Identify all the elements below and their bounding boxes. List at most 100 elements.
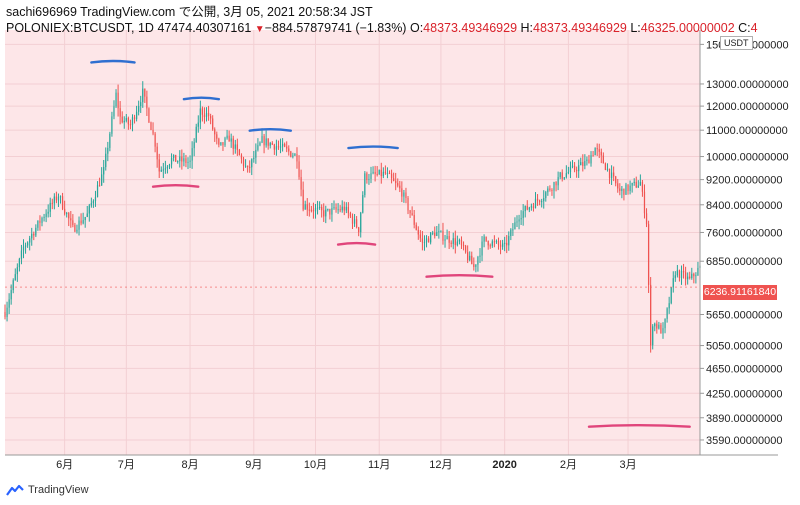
candle-body (594, 148, 596, 156)
candle-body (401, 188, 403, 197)
candle-body (224, 138, 226, 146)
candle-body (362, 194, 364, 213)
candle-body (386, 172, 389, 174)
candle-body (499, 244, 502, 247)
candle-body (397, 183, 399, 186)
candle-body (487, 240, 489, 246)
candle-body (569, 167, 572, 173)
footer[interactable]: TradingView (6, 484, 89, 496)
candle-body (536, 198, 539, 201)
candle-body (592, 155, 594, 157)
candle-body (156, 146, 158, 160)
candle-body (335, 207, 337, 210)
candle-body (510, 229, 512, 237)
candle-body (432, 232, 434, 234)
candle-body (343, 206, 345, 211)
candle-body (582, 162, 584, 166)
footer-brand: TradingView (28, 484, 89, 496)
candle-body (170, 157, 173, 165)
candle-body (312, 209, 315, 212)
candle-body (395, 180, 397, 184)
candle-body (249, 166, 251, 168)
candle-body (329, 208, 331, 215)
candle-body (318, 206, 321, 208)
x-tick-label: 2月 (560, 459, 577, 471)
candle-body (148, 108, 150, 123)
currency-badge[interactable]: USDT (720, 36, 753, 50)
candle-body (687, 276, 689, 280)
candle-body (292, 155, 294, 157)
candle-body (596, 148, 598, 150)
candle-body (84, 216, 86, 221)
candle-body (415, 224, 417, 230)
resistance-line (182, 96, 221, 101)
x-tick-label: 8月 (181, 459, 198, 471)
candle-body (493, 241, 495, 243)
candle-body (368, 178, 370, 181)
x-axis[interactable]: 6月 7月 8月 9月 10月 11月 12月 2020 2月 3月 (56, 459, 637, 471)
candle-body (483, 236, 485, 242)
candle-body (639, 182, 641, 186)
candle-body (123, 120, 125, 123)
candle-body (376, 173, 378, 175)
candle-body (277, 146, 280, 148)
candle-body (613, 172, 615, 177)
candle-body (555, 182, 557, 186)
y-tick-label: 7600.00000000 (706, 227, 782, 239)
candle-body (384, 171, 387, 174)
candle-body (625, 184, 627, 195)
candle-body (524, 205, 526, 212)
y-tick-label: 10000.00000000 (706, 152, 789, 164)
candle-body (674, 275, 676, 279)
candle-body (275, 146, 278, 150)
candle-body (64, 208, 66, 214)
candle-body (627, 184, 629, 191)
candle-body (495, 240, 498, 242)
candle-body (125, 117, 127, 121)
candle-body (121, 116, 123, 123)
low-label: L: (630, 21, 641, 35)
candle-body (370, 173, 372, 179)
candle-body (423, 242, 426, 244)
candle-body (222, 142, 224, 146)
candle-body (405, 192, 407, 199)
candle-body (637, 185, 639, 188)
x-tick-label: 9月 (245, 459, 262, 471)
candle-body (491, 241, 493, 246)
candle-body (152, 130, 154, 134)
candle-body (218, 138, 220, 145)
y-tick-label: 11000.00000000 (706, 125, 788, 137)
x-tick-label: 2020 (492, 459, 516, 471)
high-value: 48373.49346929 (533, 21, 627, 35)
candle-body (654, 323, 656, 327)
candle-body (590, 155, 592, 164)
candle-body (504, 242, 506, 244)
candle-body (652, 326, 654, 346)
candle-body (86, 213, 88, 217)
candle-body (413, 215, 415, 225)
candle-body (70, 218, 72, 221)
candle-body (255, 149, 257, 158)
down-arrow-icon: ▼ (254, 24, 265, 35)
candle-body (214, 129, 216, 135)
candle-body (259, 142, 261, 146)
candle-body (74, 224, 76, 232)
candle-body (551, 190, 553, 192)
resistance-line (90, 59, 136, 64)
candle-body (325, 209, 327, 217)
candle-body (66, 213, 68, 215)
candle-body (37, 220, 39, 228)
resistance-line (248, 127, 293, 132)
candle-body (372, 171, 374, 174)
candle-body (656, 323, 658, 329)
candle-body (142, 88, 144, 103)
candle-body (61, 196, 64, 209)
candle-body (508, 236, 510, 246)
candle-body (269, 143, 271, 146)
y-axis[interactable]: 15000.0000000013000.0000000012000.000000… (700, 39, 789, 447)
candle-body (12, 280, 14, 291)
candle-body (240, 155, 243, 159)
candle-body (72, 220, 74, 225)
candle-body (191, 148, 193, 161)
